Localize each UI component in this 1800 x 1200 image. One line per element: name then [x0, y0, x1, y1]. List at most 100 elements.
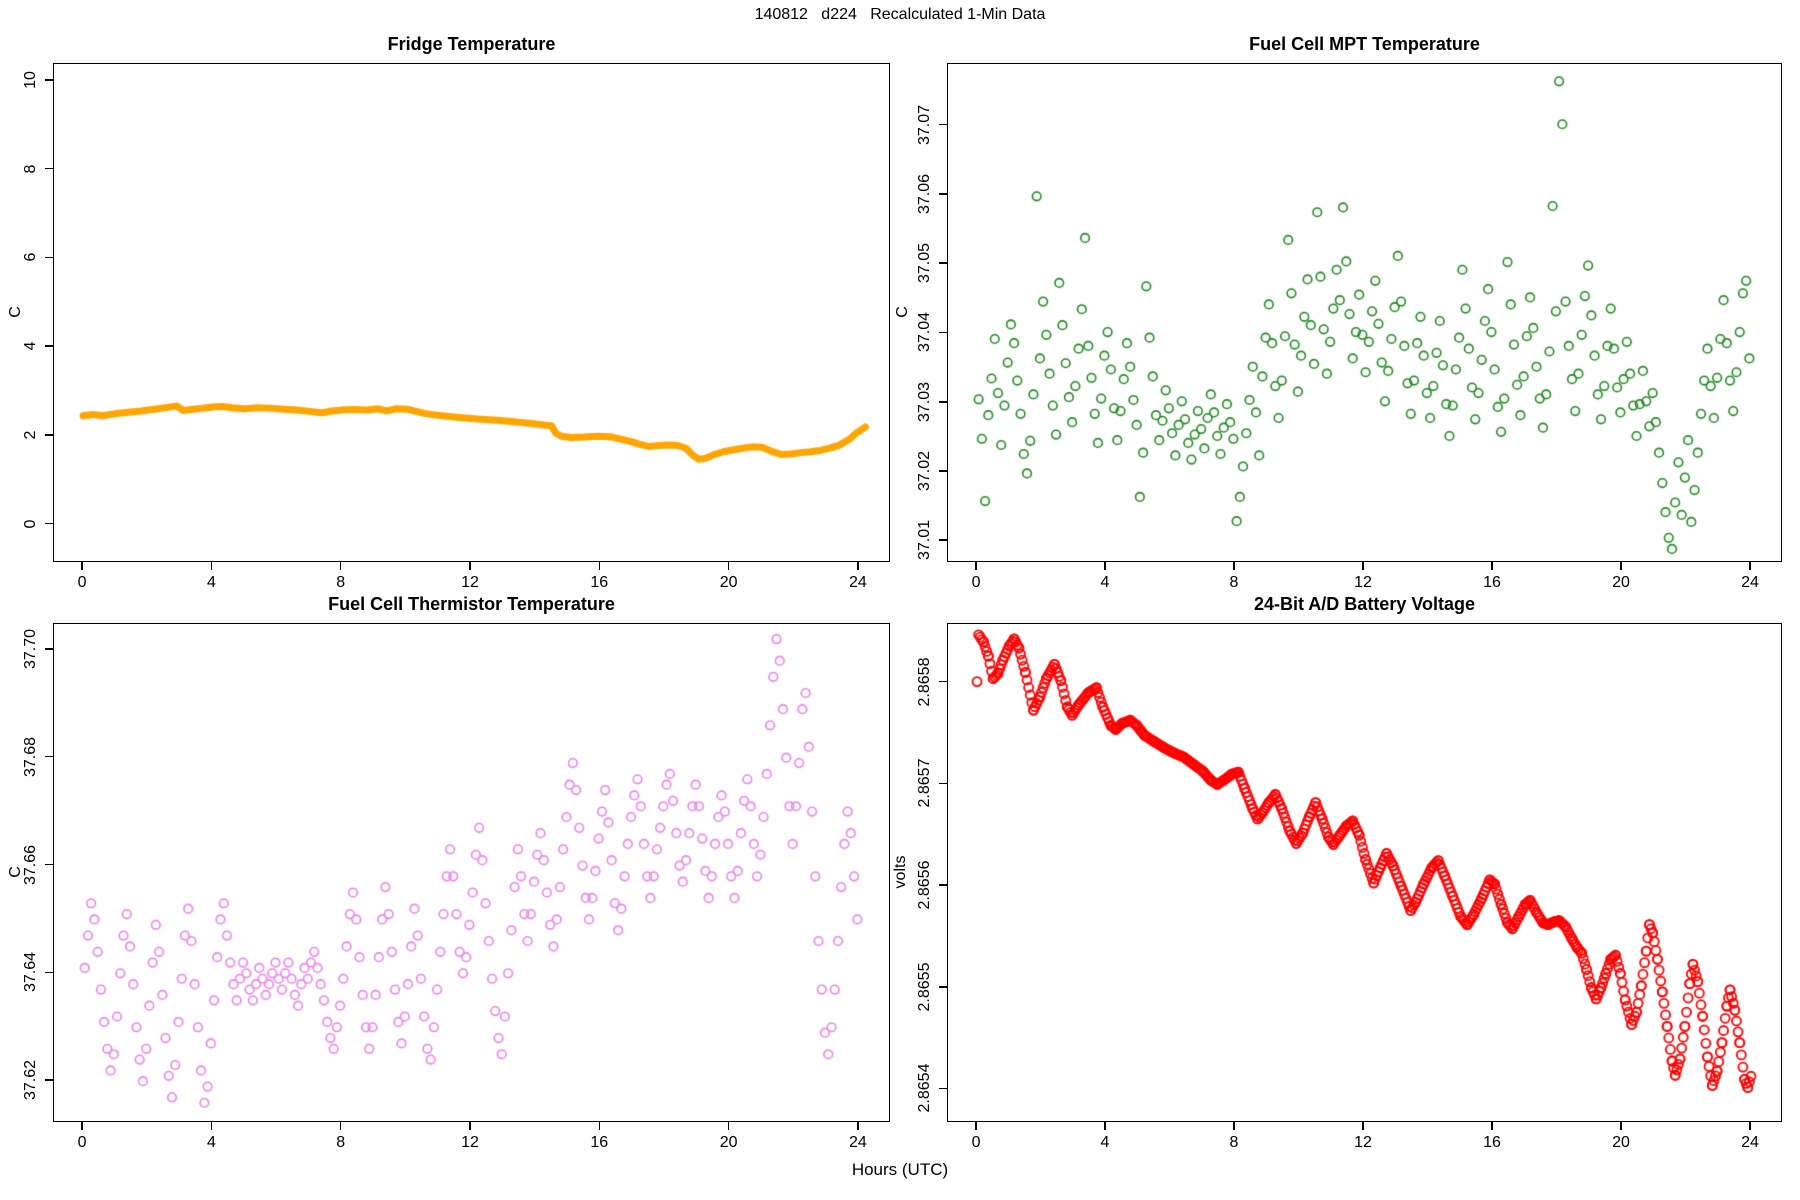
battery-voltage-y-tick	[939, 782, 947, 785]
battery-voltage-x-tick-label: 12	[1354, 1134, 1372, 1151]
fuel-cell-thermistor-temperature-x-tick-label: 0	[77, 1134, 87, 1151]
battery-voltage-x-tick	[1104, 1122, 1106, 1130]
fuel-cell-thermistor-temperature-y-tick	[45, 863, 53, 866]
battery-voltage-x-tick	[1362, 1122, 1364, 1130]
fridge-temperature-y-tick-label: 2	[22, 430, 39, 440]
battery-voltage-x-tick-label: 16	[1483, 1134, 1501, 1151]
fridge-temperature-x-tick-label: 16	[590, 574, 609, 591]
battery-voltage-x-tick-label: 24	[1741, 1134, 1759, 1151]
fridge-temperature-x-tick-label: 24	[849, 574, 867, 591]
fuel-cell-thermistor-temperature-x-tick	[857, 1122, 859, 1130]
fuel-cell-mpt-temperature-y-tick	[939, 193, 947, 195]
fuel-cell-thermistor-temperature-x-tick-label: 4	[206, 1134, 216, 1151]
fuel-cell-thermistor-temperature-x-tick	[727, 1122, 730, 1130]
fuel-cell-mpt-temperature-y-tick-label: 37.07	[916, 104, 933, 145]
fridge-temperature-y-tick-label: 8	[22, 164, 39, 174]
fuel-cell-thermistor-temperature-y-tick-label: 37.66	[22, 844, 39, 885]
fuel-cell-mpt-temperature-x-tick	[975, 562, 977, 570]
fuel-cell-mpt-temperature-y-tick-label: 37.03	[916, 381, 933, 422]
fuel-cell-thermistor-temperature-y-tick	[45, 755, 53, 758]
y-axis-label-battery: volts	[892, 855, 909, 889]
battery-voltage-y-tick	[939, 680, 947, 683]
fuel-cell-thermistor-temperature-y-tick-label: 37.70	[22, 628, 39, 669]
fridge-temperature-y-tick-label: 6	[22, 252, 39, 262]
fuel-cell-thermistor-temperature-x-tick-label: 20	[719, 1134, 738, 1151]
fuel-cell-thermistor-temperature-x-tick-label: 16	[590, 1134, 609, 1151]
fridge-temperature-x-tick	[339, 562, 342, 570]
fuel-cell-mpt-temperature-y-tick-label: 37.02	[916, 450, 933, 492]
fuel-cell-thermistor-temperature-x-tick	[81, 1122, 83, 1130]
fridge-temperature-x-tick	[210, 562, 213, 570]
fuel-cell-mpt-temperature-plot	[948, 64, 1780, 560]
battery-voltage-y-tick	[939, 1087, 947, 1090]
fridge-temperature-y-tick-label: 10	[22, 70, 39, 89]
fridge-temperature-x-tick	[81, 562, 83, 570]
battery-voltage-y-tick-label: 2.8655	[916, 962, 933, 1012]
y-axis-label-fridge: C	[7, 306, 24, 318]
battery-voltage-y-tick-label: 2.8657	[916, 758, 933, 808]
fuel-cell-thermistor-temperature-x-tick	[210, 1122, 213, 1130]
fuel-cell-thermistor-temperature-x-tick	[598, 1122, 601, 1130]
fuel-cell-mpt-temperature-y-tick	[939, 262, 947, 264]
fuel-cell-mpt-temperature-x-tick	[1491, 562, 1493, 570]
fuel-cell-mpt-temperature-x-tick-label: 4	[1100, 574, 1110, 591]
battery-voltage-x-tick	[1233, 1122, 1235, 1130]
fridge-temperature-y-tick	[45, 433, 53, 436]
panel-title-fuel-cell-thermistor-temperature: Fuel Cell Thermistor Temperature	[328, 594, 615, 614]
fuel-cell-mpt-temperature-x-tick	[1620, 562, 1622, 570]
fuel-cell-mpt-temperature-y-tick	[939, 470, 947, 472]
fuel-cell-thermistor-temperature-x-tick	[469, 1122, 471, 1130]
figure-title: 140812 d224 Recalculated 1-Min Data	[754, 6, 1046, 23]
fridge-temperature-x-tick	[857, 562, 859, 570]
fuel-cell-mpt-temperature-x-tick-label: 0	[971, 574, 981, 591]
fridge-temperature-y-tick	[45, 345, 53, 347]
fuel-cell-mpt-temperature-y-tick	[939, 331, 947, 334]
battery-voltage-x-tick-label: 4	[1100, 1134, 1110, 1151]
battery-voltage-x-tick-label: 8	[1229, 1134, 1239, 1151]
fridge-temperature-y-tick-label: 4	[22, 341, 39, 351]
battery-voltage-y-tick-label: 2.8654	[916, 1064, 933, 1113]
fridge-temperature-x-tick-label: 4	[206, 574, 216, 591]
battery-voltage-x-tick-label: 0	[971, 1134, 981, 1151]
fuel-cell-mpt-temperature-x-tick-label: 8	[1229, 574, 1239, 591]
fuel-cell-thermistor-temperature-x-tick	[339, 1122, 342, 1130]
fuel-cell-thermistor-temperature-y-tick-label: 37.62	[22, 1060, 39, 1101]
fuel-cell-thermistor-temperature-y-tick-label: 37.68	[22, 736, 39, 777]
fuel-cell-thermistor-temperature-x-tick-label: 24	[849, 1134, 867, 1151]
fuel-cell-mpt-temperature-y-tick-label: 37.01	[916, 520, 933, 561]
fridge-temperature-x-tick	[469, 562, 471, 570]
fridge-temperature-x-tick	[727, 562, 730, 570]
fuel-cell-thermistor-temperature-x-tick-label: 8	[336, 1134, 346, 1151]
fuel-cell-thermistor-temperature-x-tick-label: 12	[461, 1134, 479, 1151]
fuel-cell-thermistor-temperature-panel	[53, 623, 890, 1122]
panel-title-fuel-cell-mpt-temperature: Fuel Cell MPT Temperature	[1249, 34, 1480, 54]
battery-voltage-y-tick-label: 2.8658	[916, 657, 933, 707]
battery-voltage-x-tick	[1491, 1122, 1493, 1130]
battery-voltage-y-tick	[939, 884, 947, 886]
fridge-temperature-y-tick-label: 0	[22, 519, 39, 528]
fuel-cell-mpt-temperature-x-tick-label: 24	[1741, 574, 1759, 591]
fuel-cell-mpt-temperature-x-tick-label: 12	[1354, 574, 1372, 591]
battery-voltage-x-tick	[975, 1122, 977, 1130]
fridge-temperature-panel	[53, 63, 890, 562]
battery-voltage-y-tick	[939, 985, 947, 988]
panel-title-fridge-temperature: Fridge Temperature	[387, 34, 556, 54]
fuel-cell-mpt-temperature-panel	[947, 63, 1782, 562]
battery-voltage-plot	[948, 624, 1780, 1120]
fuel-cell-mpt-temperature-x-tick	[1749, 562, 1751, 570]
fridge-temperature-x-tick	[598, 562, 601, 570]
fridge-temperature-y-tick	[45, 522, 53, 525]
fuel-cell-thermistor-temperature-y-tick	[45, 1079, 53, 1081]
fridge-temperature-x-tick-label: 0	[77, 574, 87, 591]
fuel-cell-thermistor-temperature-y-tick	[45, 971, 53, 974]
fuel-cell-mpt-temperature-y-tick-label: 37.05	[916, 243, 933, 284]
fridge-temperature-y-tick	[45, 256, 53, 259]
fuel-cell-thermistor-temperature-y-tick	[45, 648, 53, 650]
panel-title-battery-voltage: 24-Bit A/D Battery Voltage	[1253, 594, 1476, 614]
fuel-cell-mpt-temperature-x-tick	[1362, 562, 1364, 570]
fuel-cell-thermistor-temperature-y-tick-label: 37.64	[22, 952, 39, 993]
fuel-cell-mpt-temperature-y-tick-label: 37.04	[916, 312, 933, 353]
fuel-cell-mpt-temperature-x-tick-label: 20	[1612, 574, 1630, 591]
fuel-cell-mpt-temperature-y-tick-label: 37.06	[916, 173, 933, 214]
